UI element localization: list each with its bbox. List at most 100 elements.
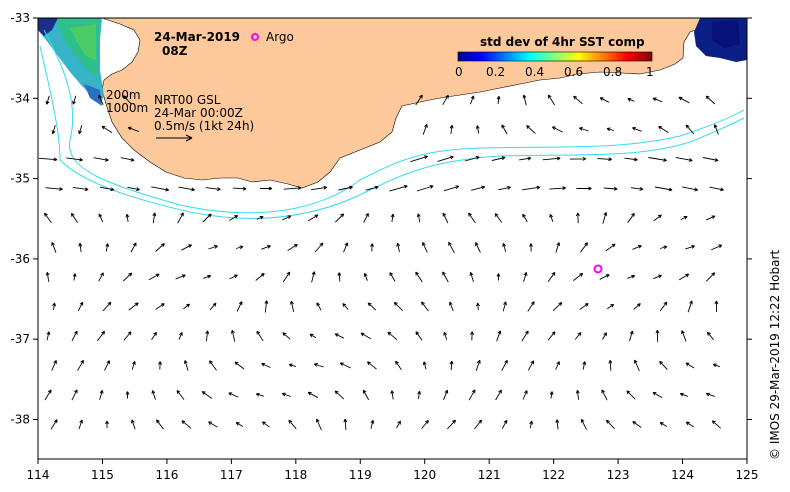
current-arrow [176, 390, 185, 400]
current-arrow [131, 360, 136, 370]
current-arrow [370, 243, 375, 252]
current-arrow [442, 212, 449, 224]
current-arrow [228, 392, 239, 398]
current-arrow [181, 420, 192, 429]
current-arrow [203, 274, 212, 279]
current-arrow [705, 215, 716, 221]
current-arrow [235, 422, 244, 427]
current-arrow [417, 390, 422, 399]
current-arrow [569, 156, 587, 161]
current-arrow [309, 333, 317, 339]
current-arrow [607, 303, 615, 310]
legend-tick: 1 [646, 65, 654, 79]
current-arrow [682, 186, 699, 192]
current-arrow [527, 360, 535, 371]
current-arrow [410, 155, 428, 163]
argo-legend-marker [251, 33, 259, 41]
lon-tick-label: 120 [413, 468, 436, 482]
current-arrow [342, 303, 349, 310]
current-arrow [45, 95, 50, 105]
current-arrow [175, 274, 186, 280]
current-arrow [705, 272, 716, 282]
lat-tick-label: -37 [10, 332, 30, 346]
current-arrow [316, 302, 322, 311]
lon-tick-label: 118 [284, 468, 307, 482]
current-arrow [281, 215, 292, 221]
lon-tick-label: 116 [155, 468, 178, 482]
current-arrow [313, 363, 324, 368]
current-arrow [51, 125, 56, 135]
current-arrow [448, 241, 455, 254]
current-arrow [597, 157, 612, 162]
current-arrow [232, 186, 247, 191]
current-arrow [205, 330, 210, 342]
current-arrow [501, 124, 508, 135]
current-arrow [256, 330, 264, 342]
current-arrow [78, 242, 83, 252]
current-arrow [314, 242, 324, 253]
current-arrow [547, 94, 556, 106]
current-arrow [652, 97, 663, 103]
current-arrow [261, 362, 271, 368]
current-arrow [66, 157, 83, 162]
map-axes: 114 115 116 117 118 119 120 121 122 123 124 125 -33 -… [10, 11, 758, 482]
current-arrow [442, 271, 449, 283]
current-arrow [470, 331, 475, 341]
current-arrow [230, 329, 236, 342]
current-arrow [599, 97, 610, 103]
current-arrow [468, 212, 476, 224]
current-arrow [474, 419, 483, 430]
current-arrow [130, 242, 137, 253]
current-arrow [125, 391, 130, 399]
current-arrow [575, 212, 580, 224]
current-arrow [658, 125, 669, 133]
current-arrow [627, 274, 636, 279]
current-arrow [360, 332, 372, 340]
current-arrow [468, 389, 476, 401]
current-arrow [128, 302, 139, 311]
current-arrow [290, 300, 295, 312]
current-arrow [415, 331, 423, 341]
current-arrow [627, 97, 635, 102]
current-arrow [527, 301, 535, 312]
current-arrow [78, 125, 83, 135]
current-arrow [395, 360, 402, 371]
current-arrow [105, 420, 109, 429]
current-arrow [606, 127, 615, 132]
current-arrow [393, 301, 404, 312]
product-time: 24-Mar 00:00Z [154, 106, 243, 120]
current-arrow [659, 301, 668, 312]
current-arrow [178, 331, 183, 340]
current-arrow [632, 244, 642, 250]
legend-tick: 0.6 [564, 65, 583, 79]
current-arrow [633, 303, 641, 310]
current-arrow [687, 300, 693, 313]
current-arrow [678, 96, 690, 104]
current-arrow [522, 213, 528, 223]
current-arrow [629, 330, 634, 342]
current-arrow [316, 418, 322, 431]
lat-tick-label: -35 [10, 172, 30, 186]
current-arrow [449, 124, 454, 134]
current-arrow [264, 300, 269, 313]
current-arrow [496, 95, 501, 104]
current-arrow [659, 245, 668, 250]
current-arrow [363, 272, 368, 281]
current-arrow [148, 273, 160, 281]
lon-tick-label: 117 [220, 468, 243, 482]
current-arrow [282, 271, 291, 283]
legend-tick: 0.8 [603, 65, 622, 79]
current-arrow [522, 185, 541, 191]
current-arrow [307, 391, 319, 399]
current-arrow [580, 242, 589, 253]
current-arrow [201, 391, 213, 399]
current-arrow [549, 391, 554, 399]
current-arrow [78, 419, 83, 430]
current-arrow [311, 271, 316, 283]
current-arrow [51, 360, 57, 371]
current-arrow [685, 124, 695, 135]
current-arrow [256, 216, 264, 220]
current-arrow [416, 213, 421, 223]
current-arrow [389, 184, 408, 192]
